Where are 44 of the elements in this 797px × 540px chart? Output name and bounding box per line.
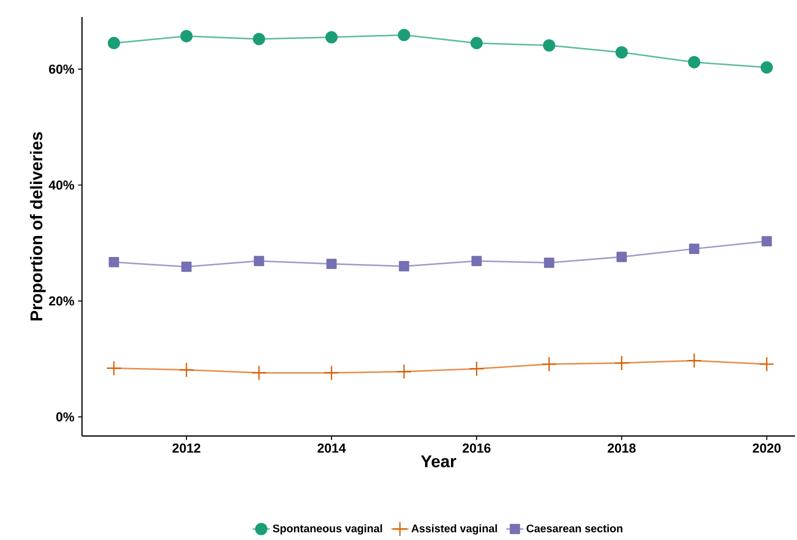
point bbox=[762, 236, 772, 246]
point bbox=[688, 56, 700, 68]
point bbox=[544, 258, 554, 268]
y-tick-label: 40% bbox=[48, 180, 74, 190]
point bbox=[254, 256, 264, 266]
y-axis-title: Proportion of deliveries bbox=[30, 132, 46, 320]
point bbox=[468, 361, 484, 376]
y-tick-label: 0% bbox=[56, 412, 74, 422]
point bbox=[398, 261, 410, 272]
y-tick-label: 60% bbox=[49, 64, 74, 74]
x-tick-label: 2012 bbox=[172, 444, 200, 453]
point bbox=[325, 31, 338, 44]
point bbox=[541, 356, 557, 372]
point bbox=[180, 30, 193, 42]
legend-label: Assisted vaginal bbox=[411, 524, 497, 535]
x-tick-label: 2014 bbox=[318, 444, 346, 453]
point bbox=[324, 365, 340, 380]
point bbox=[178, 362, 194, 378]
point bbox=[471, 256, 482, 266]
point bbox=[181, 262, 192, 272]
point bbox=[108, 36, 120, 50]
point bbox=[251, 365, 267, 380]
point bbox=[252, 32, 266, 46]
point bbox=[326, 258, 337, 270]
x-tick-label: 2016 bbox=[462, 444, 491, 453]
point bbox=[760, 61, 773, 74]
x-tick-label: 2020 bbox=[752, 444, 781, 453]
point bbox=[398, 28, 410, 42]
point bbox=[108, 256, 120, 268]
y-tick-label: 20% bbox=[49, 296, 74, 306]
point bbox=[470, 36, 483, 50]
point bbox=[614, 355, 630, 371]
x-tick-label: 2018 bbox=[608, 444, 636, 453]
point bbox=[689, 244, 700, 254]
x-axis-title: Year bbox=[420, 456, 456, 468]
point bbox=[686, 353, 702, 368]
point bbox=[396, 364, 412, 380]
legend-label: Caesarean section bbox=[526, 524, 622, 532]
point bbox=[542, 39, 556, 52]
point bbox=[616, 46, 628, 58]
point bbox=[616, 252, 627, 262]
point bbox=[106, 360, 122, 376]
legend-label: Spontaneous vaginal bbox=[272, 524, 382, 535]
point bbox=[759, 356, 774, 372]
